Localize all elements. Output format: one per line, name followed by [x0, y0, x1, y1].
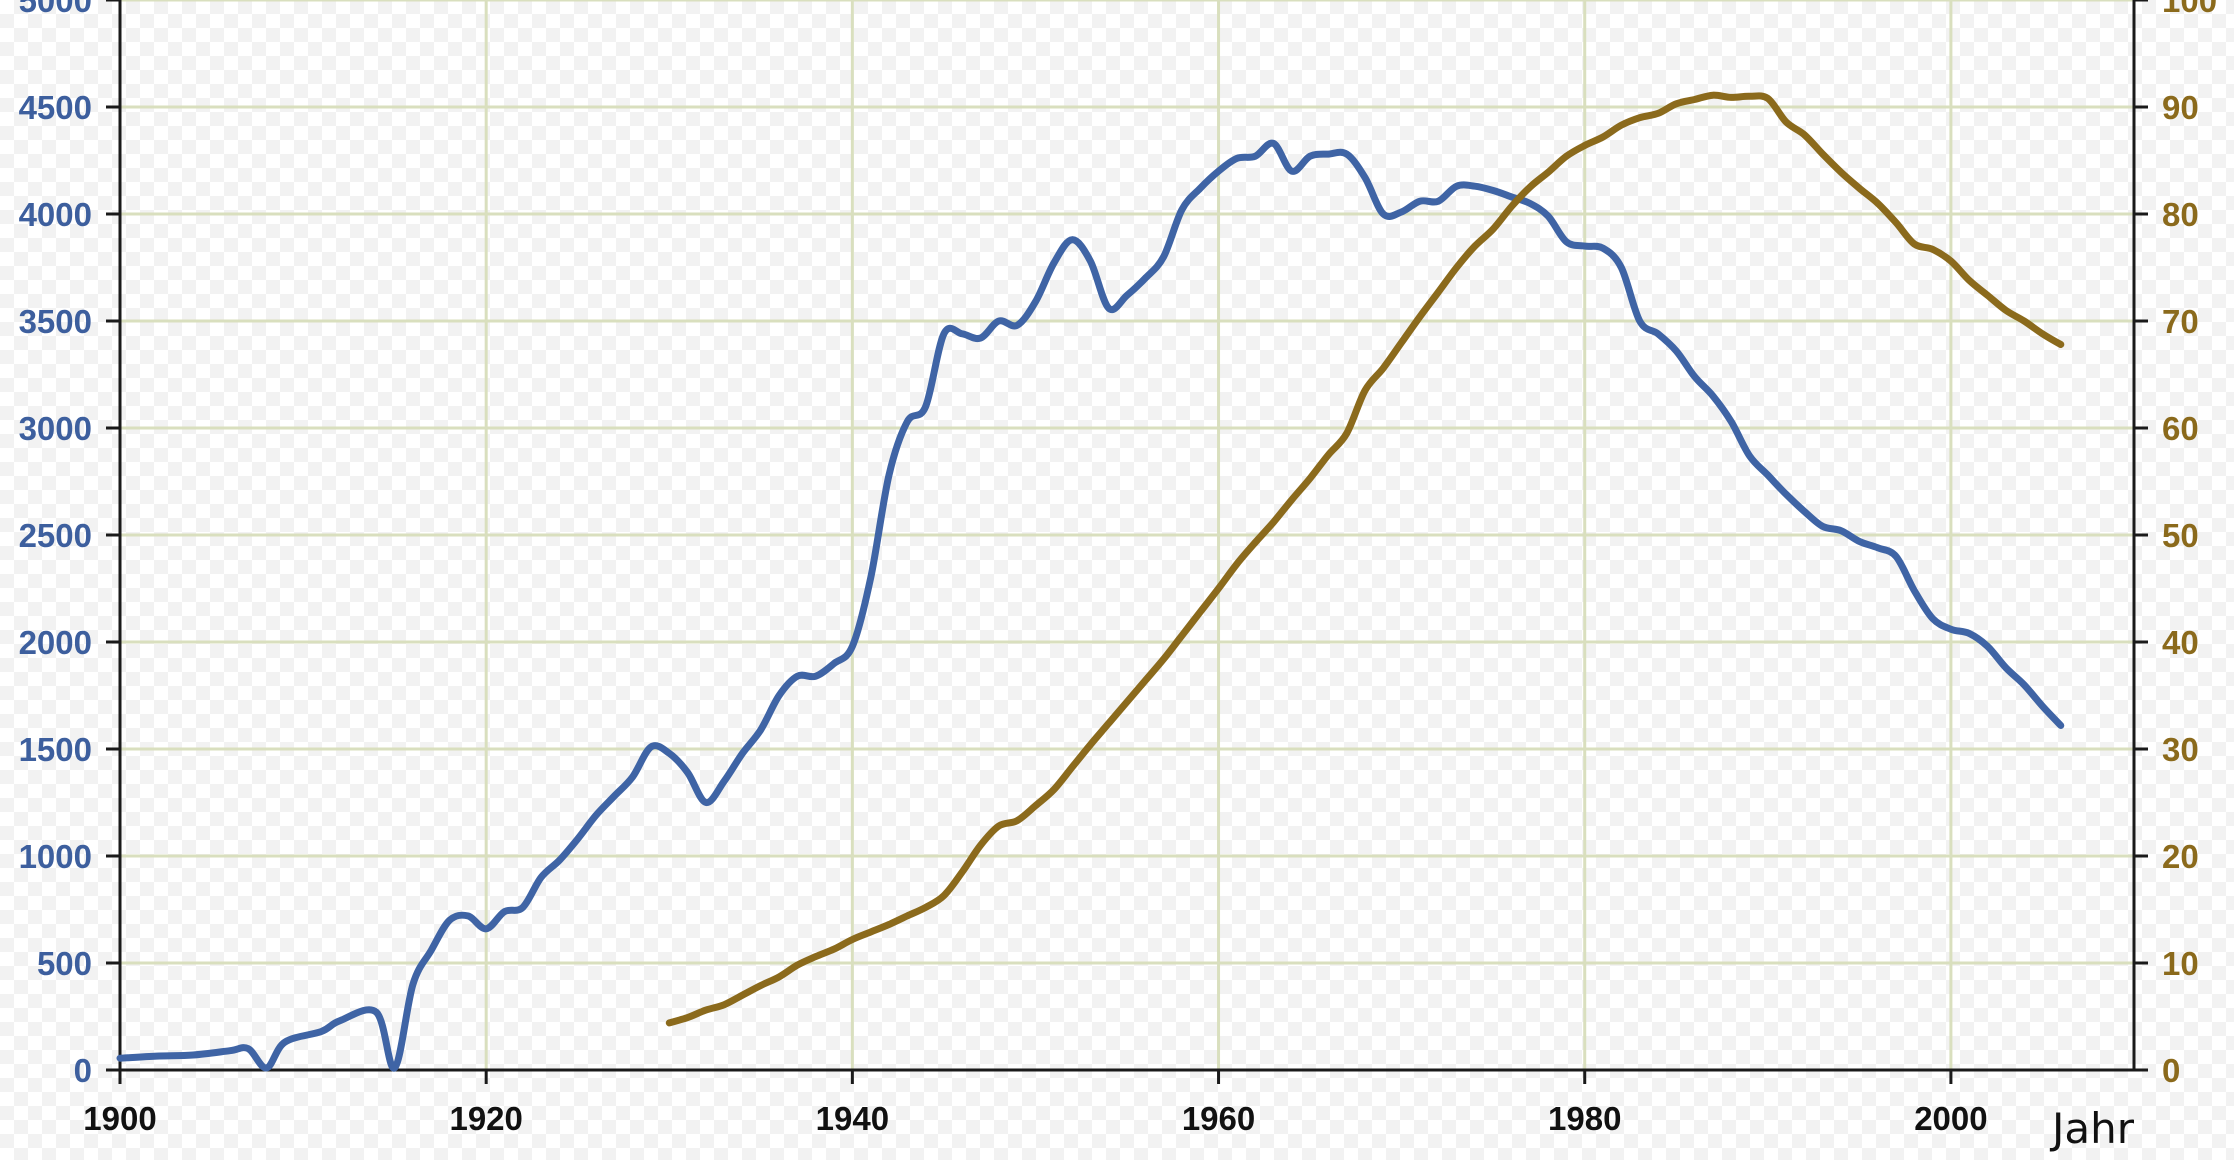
- y2-tick-label: 20: [2162, 838, 2199, 875]
- y2-tick-label: 60: [2162, 410, 2199, 447]
- y-tick-label: 1000: [19, 838, 92, 875]
- axes: [106, 0, 2148, 1084]
- x-axis-label: Jahr: [2049, 1104, 2135, 1153]
- data-series: [116, 91, 2065, 1072]
- y-tick-label: 0: [74, 1052, 92, 1089]
- x-tick-label: 1920: [449, 1100, 522, 1137]
- y2-tick-label: 90: [2162, 89, 2199, 126]
- y-tick-label: 3000: [19, 410, 92, 447]
- y-tick-label: 500: [37, 945, 92, 982]
- x-tick-label: 1960: [1182, 1100, 1255, 1137]
- y-tick-label: 4500: [19, 89, 92, 126]
- gridlines: [120, 0, 2134, 1070]
- series-line-right-axis: [665, 91, 2065, 1027]
- x-tick-label: 1900: [83, 1100, 156, 1137]
- y-tick-label: 2000: [19, 624, 92, 661]
- y2-tick-label: 30: [2162, 731, 2199, 768]
- series-line-left-axis: [116, 139, 2065, 1072]
- x-tick-label: 2000: [1914, 1100, 1987, 1137]
- y-tick-label: 5000: [19, 0, 92, 19]
- y2-tick-label: 50: [2162, 517, 2199, 554]
- y2-tick-label: 40: [2162, 624, 2199, 661]
- y2-tick-label: 0: [2162, 1052, 2180, 1089]
- y-tick-label: 4000: [19, 196, 92, 233]
- tick-labels: 0500100015002000250030003500400045005000…: [19, 0, 2217, 1137]
- y-tick-label: 1500: [19, 731, 92, 768]
- y2-tick-label: 70: [2162, 303, 2199, 340]
- y-tick-label: 2500: [19, 517, 92, 554]
- x-tick-label: 1980: [1548, 1100, 1621, 1137]
- y-tick-label: 3500: [19, 303, 92, 340]
- y2-tick-label: 10: [2162, 945, 2199, 982]
- y2-tick-label: 80: [2162, 196, 2199, 233]
- y2-tick-label: 100: [2162, 0, 2217, 19]
- x-tick-label: 1940: [816, 1100, 889, 1137]
